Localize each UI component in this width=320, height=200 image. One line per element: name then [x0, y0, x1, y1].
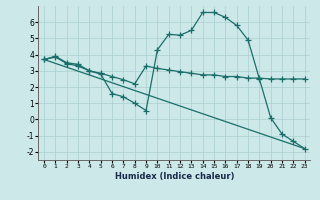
X-axis label: Humidex (Indice chaleur): Humidex (Indice chaleur) — [115, 172, 234, 181]
